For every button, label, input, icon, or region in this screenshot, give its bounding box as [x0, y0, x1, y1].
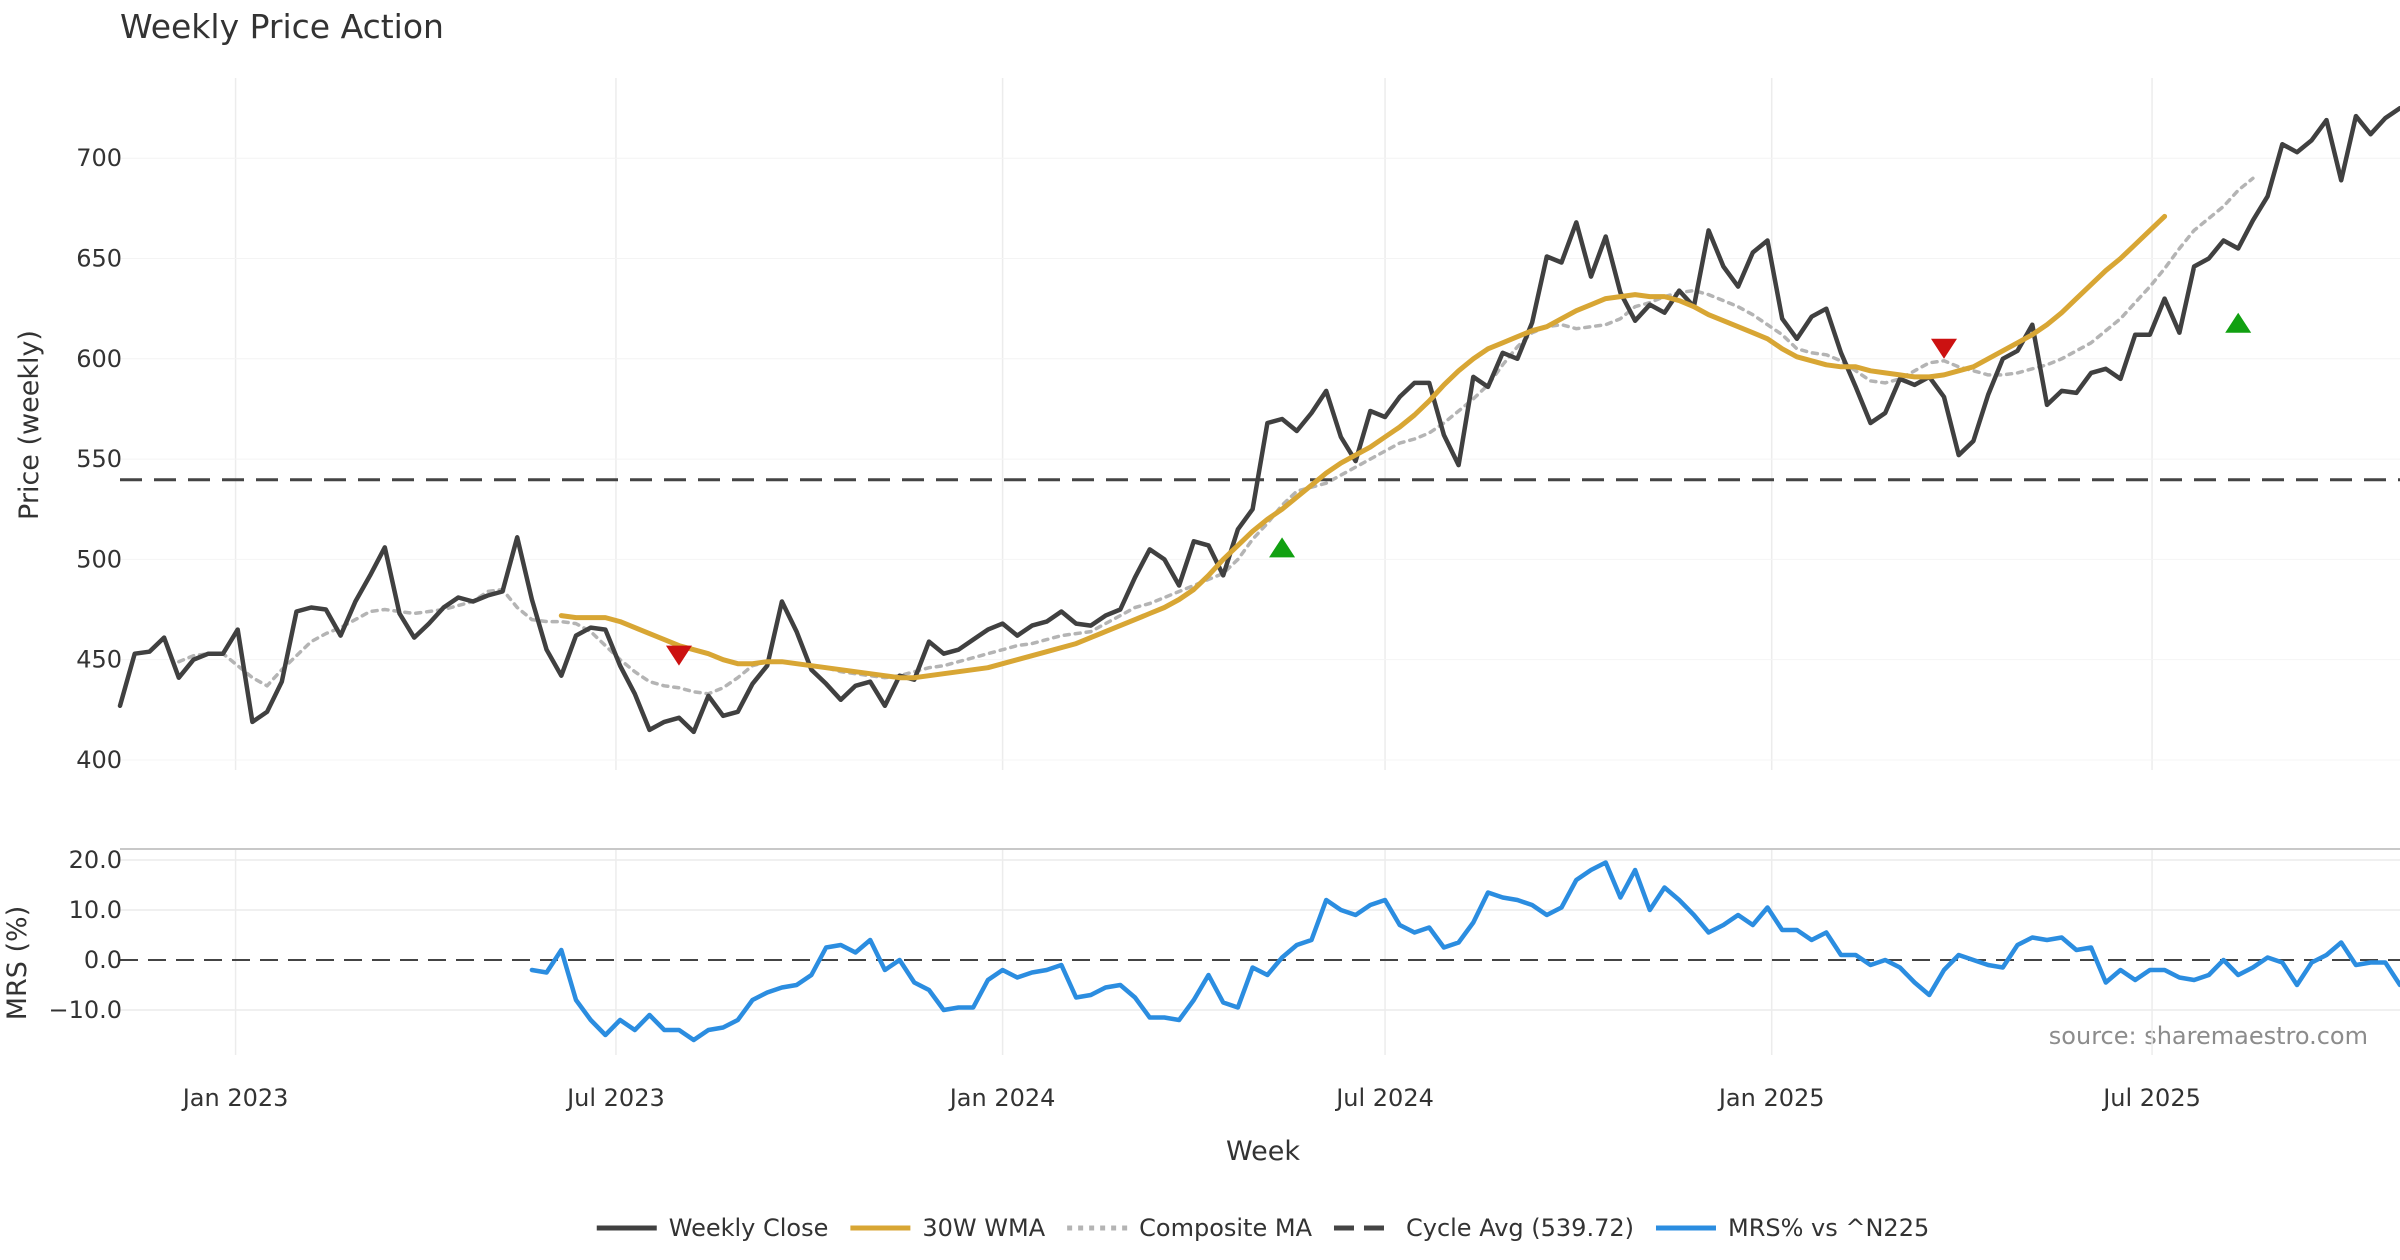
chart-title: Weekly Price Action: [120, 7, 444, 46]
mrs-y-tick-label: 0.0: [84, 946, 122, 974]
legend-item-composite-ma: Composite MA: [1067, 1214, 1313, 1242]
sell-signal-marker: [1931, 338, 1957, 359]
price-y-tick-label: 400: [76, 746, 122, 774]
legend-item-cycle-avg-539-72: Cycle Avg (539.72): [1333, 1214, 1634, 1242]
sell-signal-marker: [665, 645, 692, 666]
price-y-tick-label: 650: [76, 245, 122, 273]
x-tick-label: Jul 2025: [2101, 1084, 2201, 1112]
x-tick-label: Jul 2023: [565, 1084, 665, 1112]
legend-label: 30W WMA: [922, 1214, 1045, 1242]
legend-label: MRS% vs ^N225: [1728, 1214, 1929, 1242]
legend-label: Weekly Close: [669, 1214, 829, 1242]
mrs-y-tick-label: 20.0: [69, 846, 122, 874]
price-y-tick-label: 450: [76, 646, 122, 674]
legend-label: Composite MA: [1139, 1214, 1312, 1242]
x-tick-label: Jan 2025: [1717, 1084, 1825, 1112]
source-label: source: sharemaestro.com: [2049, 1022, 2368, 1050]
legend-item-mrs-vs-n225: MRS% vs ^N225: [1655, 1214, 1929, 1242]
buy-signal-marker: [2225, 312, 2252, 333]
grid-layer: [120, 78, 2400, 1055]
series-composite-ma: [177, 176, 2255, 696]
mrs-y-tick-label: 10.0: [69, 896, 122, 924]
price-y-axis-title: Price (weekly): [14, 330, 45, 520]
price-y-tick-label: 700: [76, 144, 122, 172]
price-y-tick-label: 550: [76, 445, 122, 473]
x-tick-label: Jan 2024: [948, 1084, 1056, 1112]
legend-item-30w-wma: 30W WMA: [850, 1214, 1046, 1242]
signal-markers: [665, 312, 2252, 666]
mrs-y-axis-title: MRS (%): [2, 906, 33, 1021]
legend: Weekly Close 30W WMA Composite MA Cycle Avg…: [596, 1214, 1929, 1242]
mrs-y-tick-label: −10.0: [48, 996, 122, 1024]
legend-label: Cycle Avg (539.72): [1406, 1214, 1634, 1242]
legend-item-weekly-close: Weekly Close: [596, 1214, 829, 1242]
x-axis-title: Week: [1226, 1136, 1300, 1167]
price-y-tick-label: 600: [76, 345, 122, 373]
series-weekly-close: [117, 105, 2400, 735]
series-30w-wma: [558, 213, 2168, 681]
series-layer: [117, 105, 2400, 1043]
series-mrs-vs-n225: [529, 860, 2400, 1043]
buy-signal-marker: [1269, 537, 1296, 558]
x-tick-label: Jul 2024: [1334, 1084, 1434, 1112]
x-tick-label: Jan 2023: [181, 1084, 289, 1112]
tick-labels: Jan 2023 Jul 2023 Jan 2024 Jul 2024 Jan 2025…: [48, 144, 2200, 1112]
price-y-tick-label: 500: [76, 545, 122, 573]
